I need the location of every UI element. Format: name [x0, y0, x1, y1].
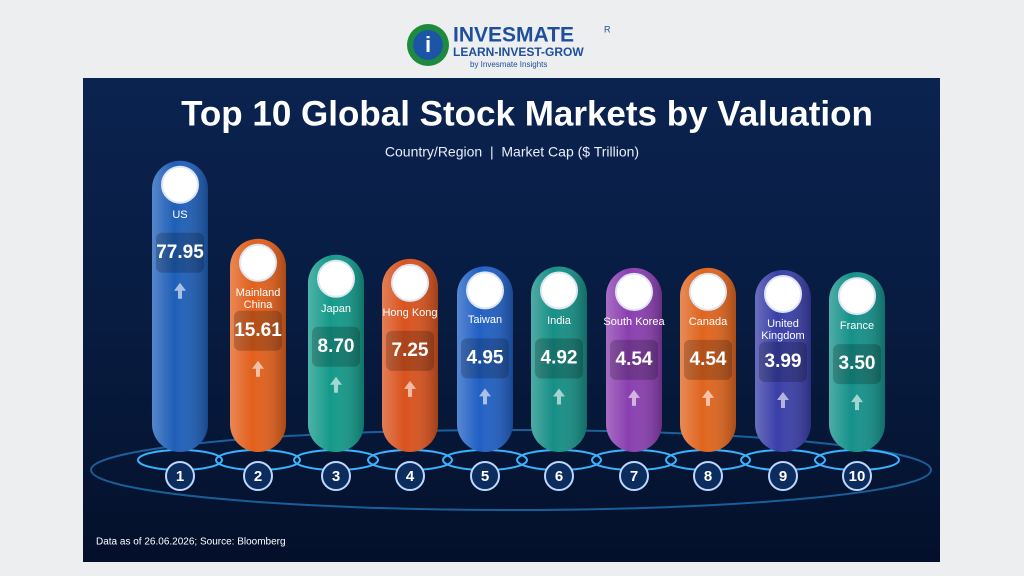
value-label: 4.92 — [541, 348, 578, 369]
bar-shine — [680, 267, 736, 452]
category-label: Hong Kong — [382, 306, 438, 319]
value-label: 8.70 — [318, 336, 355, 357]
bar-shine — [531, 266, 587, 452]
rank: 7 — [630, 468, 638, 485]
value-box — [461, 338, 509, 379]
up-arrow — [252, 360, 264, 377]
bar-shine — [457, 266, 513, 452]
rank: 9 — [779, 468, 787, 485]
flag — [615, 272, 653, 311]
up-arrow — [851, 394, 863, 411]
value-label: 15.61 — [234, 320, 282, 341]
rank-badge — [243, 461, 273, 491]
subtitle: Country/Region | Market Cap ($ Trillion) — [385, 144, 639, 160]
category-label: Mainland China — [235, 286, 281, 311]
rank: 1 — [176, 468, 184, 485]
category-label: United Kingdom — [761, 318, 805, 343]
rank-badge — [165, 461, 195, 491]
value-label: 7.25 — [392, 340, 429, 361]
chart-title: Top 10 Global Stock Markets by Valuation — [181, 94, 873, 133]
rank-badge — [321, 461, 351, 491]
value-box — [386, 330, 434, 371]
registered: R — [604, 24, 611, 34]
flag — [317, 259, 355, 298]
rank: 6 — [555, 468, 563, 485]
flag — [838, 277, 876, 316]
rank-badge — [768, 461, 798, 491]
rank-badge — [470, 461, 500, 491]
flag — [764, 275, 802, 314]
rank-badge — [693, 461, 723, 491]
flag — [161, 165, 199, 204]
value-box — [535, 338, 583, 379]
category-label: Canada — [688, 315, 728, 328]
category-label: South Korea — [603, 315, 665, 328]
tagline: LEARN-INVEST-GROW — [453, 45, 584, 59]
logo-i: i — [425, 32, 431, 57]
up-arrow — [777, 392, 789, 409]
brand: INVESMATE — [453, 24, 574, 47]
rank: 4 — [406, 468, 415, 485]
value-label: 77.95 — [156, 242, 204, 263]
rank: 5 — [481, 468, 489, 485]
up-arrow — [553, 388, 565, 405]
value-box — [684, 339, 732, 380]
up-arrow — [174, 282, 186, 299]
category-label: Taiwan — [467, 314, 503, 327]
value-box — [234, 310, 282, 351]
flag — [689, 272, 727, 311]
value-box — [312, 326, 360, 367]
bar-shine — [308, 254, 364, 452]
bar-shine — [829, 272, 885, 452]
flag — [239, 243, 277, 282]
bar-shine — [382, 258, 438, 452]
rank-badge — [842, 461, 872, 491]
up-arrow — [628, 389, 640, 406]
up-arrow — [479, 388, 491, 405]
value-label: 3.50 — [839, 353, 876, 374]
rank: 2 — [254, 468, 262, 485]
value-box — [610, 339, 658, 380]
bar-shine — [152, 160, 208, 452]
category-label: India — [547, 314, 571, 327]
rank-badge — [544, 461, 574, 491]
value-box — [156, 232, 204, 273]
category-label: Japan — [321, 302, 351, 315]
rank: 8 — [704, 468, 712, 485]
flag — [391, 263, 429, 302]
rank-badge — [619, 461, 649, 491]
value-label: 4.95 — [467, 347, 504, 368]
rank: 10 — [849, 468, 866, 485]
value-label: 4.54 — [616, 349, 653, 370]
flag — [466, 271, 504, 310]
up-arrow — [330, 376, 342, 393]
category-label: US — [172, 208, 188, 221]
value-box — [759, 342, 807, 383]
up-arrow — [702, 389, 714, 406]
rank: 3 — [332, 468, 340, 485]
up-arrow — [404, 380, 416, 397]
footnote: Data as of 26.06.2026; Source: Bloomberg — [96, 537, 286, 548]
logo-core — [413, 30, 443, 60]
value-box — [833, 344, 881, 385]
category-label: France — [839, 320, 875, 333]
bar-shine — [755, 270, 811, 452]
value-label: 3.99 — [765, 351, 802, 372]
bar-shine — [230, 238, 286, 452]
rank-badge — [395, 461, 425, 491]
flag — [540, 271, 578, 310]
byline: by Invesmate Insights — [470, 60, 547, 69]
value-label: 4.54 — [690, 349, 727, 370]
bar-shine — [606, 267, 662, 452]
